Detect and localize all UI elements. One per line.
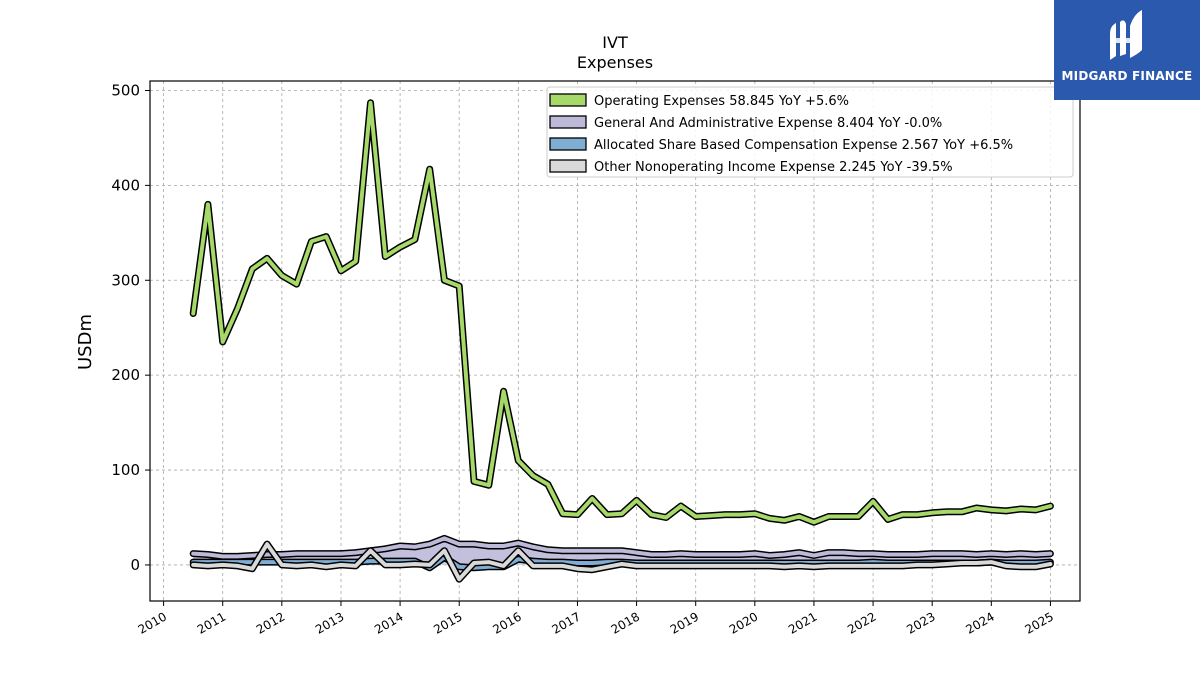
- brand-mark-icon: [1110, 10, 1142, 60]
- series-line-0: [191, 100, 1053, 525]
- legend-swatch: [549, 159, 587, 173]
- x-tick-label: 2013: [313, 609, 346, 636]
- legend-entry: Operating Expenses 58.845 YoY +5.6%: [594, 94, 849, 109]
- chart-title: IVT: [602, 33, 628, 52]
- legend-swatch: [549, 93, 587, 107]
- x-tick-label: 2011: [195, 609, 228, 636]
- legend: Operating Expenses 58.845 YoY +5.6% Gener…: [546, 86, 1074, 178]
- x-tick-label: 2019: [668, 609, 701, 636]
- y-tick-label: 100: [111, 461, 140, 479]
- x-tick-label: 2022: [845, 609, 878, 636]
- legend-box: [546, 86, 1074, 178]
- x-tick-label: 2012: [254, 609, 287, 636]
- x-tick-label: 2021: [786, 609, 819, 636]
- x-tick-label: 2010: [136, 609, 169, 636]
- legend-swatch: [549, 115, 587, 129]
- brand-name: MIDGARD FINANCE: [1061, 69, 1193, 83]
- x-tick-label: 2023: [904, 609, 937, 636]
- x-tick-label: 2020: [727, 609, 760, 636]
- x-tick-label: 2016: [490, 609, 523, 636]
- legend-entry: Other Nonoperating Income Expense 2.245 …: [594, 160, 953, 175]
- x-tick-label: 2014: [372, 609, 405, 636]
- x-tick-label: 2018: [609, 609, 642, 636]
- y-tick-label: 300: [111, 271, 140, 289]
- y-tick-label: 0: [130, 556, 140, 574]
- x-tick-label: 2024: [963, 609, 996, 636]
- legend-entry: Allocated Share Based Compensation Expen…: [594, 138, 1013, 153]
- y-axis-label: USDm: [75, 314, 96, 370]
- legend-entry: General And Administrative Expense 8.404…: [594, 116, 942, 131]
- plot-frame: [149, 80, 1081, 602]
- series-lines: [189, 99, 1054, 583]
- chart-subtitle: Expenses: [577, 53, 653, 72]
- x-tick-label: 2015: [431, 609, 464, 636]
- brand-logo: MIDGARD FINANCE: [1054, 0, 1200, 100]
- series-line-3: [191, 542, 1053, 582]
- series-line-1: [191, 536, 1053, 559]
- x-tick-label: 2025: [1022, 609, 1055, 636]
- y-tick-label: 200: [111, 366, 140, 384]
- x-axis-ticks: 2010 2011 2012 2013 2014 2015 2016 2017 2018 2019…: [136, 601, 1056, 637]
- y-axis-ticks: 0 100 200 300 400 500: [111, 81, 150, 574]
- y-tick-label: 400: [111, 176, 140, 194]
- x-tick-label: 2017: [550, 609, 583, 636]
- legend-swatch: [549, 137, 587, 151]
- y-tick-label: 500: [111, 81, 140, 99]
